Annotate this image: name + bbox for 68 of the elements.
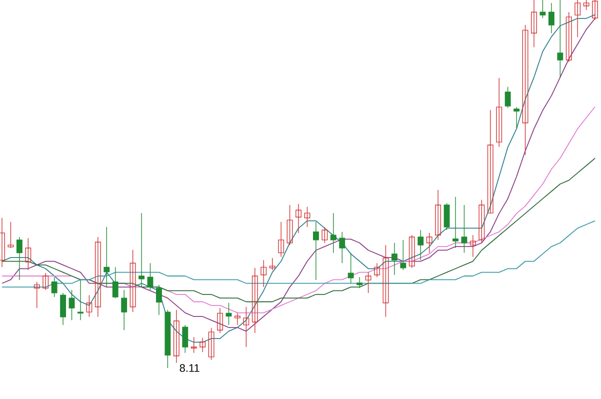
candlestick <box>182 324 188 354</box>
candlestick <box>16 236 22 280</box>
candlestick <box>278 222 284 258</box>
candlestick <box>130 250 136 312</box>
candlestick <box>304 206 310 228</box>
candlestick <box>121 290 128 330</box>
candlestick <box>112 266 118 298</box>
candlestick <box>234 312 240 326</box>
candlestick <box>173 310 180 364</box>
candlestick <box>408 234 415 268</box>
candlestick <box>252 268 258 334</box>
candlestick <box>0 218 5 268</box>
candlestick <box>592 0 598 20</box>
candlestick <box>147 262 154 290</box>
candlestick <box>104 226 110 288</box>
candlestick <box>348 252 354 284</box>
candlestick <box>391 242 398 276</box>
candlestick <box>514 106 520 128</box>
candlestick <box>557 0 564 78</box>
candlestick <box>452 196 458 248</box>
candlestick <box>312 222 319 280</box>
candlestick <box>504 86 511 108</box>
candlestick <box>400 240 406 270</box>
candlestick <box>435 190 442 240</box>
candlestick <box>322 226 328 244</box>
candlestick <box>330 212 336 254</box>
candlestick <box>68 290 75 321</box>
candlestick <box>8 222 14 248</box>
candlestick <box>34 282 40 308</box>
candlestick <box>365 272 372 294</box>
candlestick <box>496 78 502 148</box>
candlestick <box>138 212 144 288</box>
candlestick <box>531 0 537 48</box>
candlestick <box>566 12 572 62</box>
candlestick <box>478 199 485 244</box>
candlestick <box>339 231 346 264</box>
candlestick <box>94 236 101 318</box>
candlestick <box>374 262 380 278</box>
candlestick <box>78 280 84 321</box>
annotation: 8.11 <box>180 364 200 372</box>
candlestick <box>60 292 66 326</box>
candlestick <box>217 308 223 334</box>
candlestick <box>418 230 424 261</box>
candlestick <box>269 258 276 270</box>
candlestick <box>487 110 494 214</box>
candlestick <box>51 276 58 298</box>
candlestick <box>444 202 450 230</box>
candlestick <box>243 306 250 348</box>
candlestick <box>86 294 92 318</box>
candlestick <box>190 336 197 354</box>
candlestick <box>286 204 293 246</box>
candlestick <box>574 0 581 38</box>
candlestick <box>296 204 302 234</box>
candlestick <box>200 337 206 353</box>
candlestick <box>382 244 389 318</box>
candlestick <box>208 328 214 360</box>
candlestick <box>42 272 49 290</box>
candlestick <box>522 24 528 156</box>
candlestick <box>226 302 232 326</box>
candlestick <box>470 234 476 258</box>
candlestick <box>156 284 162 316</box>
candlestick <box>540 0 546 18</box>
candlestick <box>260 260 267 288</box>
candlestick <box>356 276 363 288</box>
candlestick <box>461 204 468 254</box>
candlestick <box>548 2 554 34</box>
candlestick <box>25 238 32 270</box>
candlestick <box>426 232 432 254</box>
